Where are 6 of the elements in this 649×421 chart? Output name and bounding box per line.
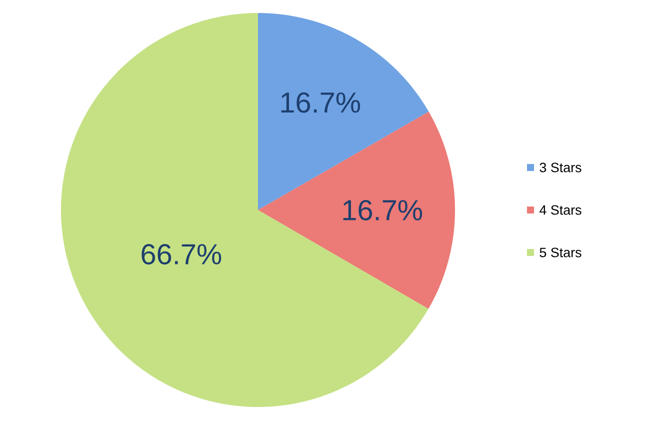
legend-label: 3 Stars xyxy=(540,162,582,172)
legend-label: 4 Stars xyxy=(540,205,582,215)
legend-label: 5 Stars xyxy=(540,248,582,258)
data-label: 16.7% xyxy=(281,92,360,113)
data-label: 66.7% xyxy=(142,244,222,264)
data-label: 16.7% xyxy=(343,200,422,220)
